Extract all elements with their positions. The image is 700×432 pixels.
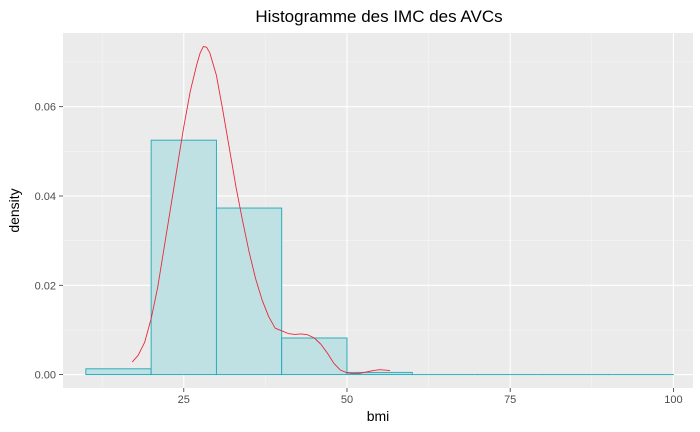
x-axis-title: bmi xyxy=(367,408,390,424)
y-axis-title: density xyxy=(6,188,22,232)
histogram-bar xyxy=(85,368,152,376)
histogram-bar xyxy=(215,207,283,376)
density-curve xyxy=(131,45,391,375)
y-tick-label: 0.00 xyxy=(35,370,56,382)
histogram-bar xyxy=(281,337,348,376)
x-tick-label: 75 xyxy=(504,394,516,406)
y-tick-label: 0.04 xyxy=(35,191,56,203)
y-axis-ticks: 0.00 0.02 0.04 0.06 xyxy=(35,102,63,382)
chart-title: Histogramme des IMC des AVCs xyxy=(255,7,502,26)
histogram-bars xyxy=(85,139,674,376)
histogram-bar xyxy=(346,371,413,376)
x-tick-label: 50 xyxy=(341,394,353,406)
x-tick-label: 25 xyxy=(178,394,190,406)
x-tick-label: 100 xyxy=(664,394,682,406)
y-tick-label: 0.02 xyxy=(35,280,56,292)
y-tick-label: 0.06 xyxy=(35,102,56,114)
x-axis-ticks: 25 50 75 100 xyxy=(178,388,683,406)
histogram-bar xyxy=(150,139,217,376)
